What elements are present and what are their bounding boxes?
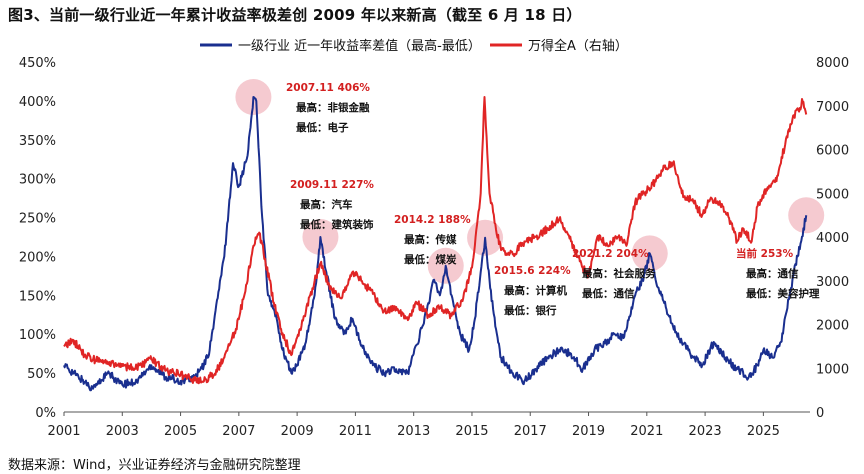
x-tick-label: 2013 — [397, 424, 430, 439]
y-left-tick-label: 50% — [27, 367, 56, 382]
y-left-tick-label: 400% — [19, 95, 56, 110]
annotation-industry: 最高：汽车 — [300, 198, 353, 211]
annotation-industry: 最低：银行 — [504, 304, 557, 317]
annotation-date-value: 2021.2 204% — [572, 248, 649, 260]
x-tick-label: 2017 — [514, 424, 547, 439]
legend-label: 万得全A（右轴） — [528, 38, 628, 54]
legend-label: 一级行业 近一年收益率差值（最高-最低） — [238, 38, 481, 54]
x-tick-label: 2021 — [630, 424, 663, 439]
x-tick-label: 2025 — [747, 424, 780, 439]
annotation-date-value: 2014.2 188% — [394, 214, 471, 226]
annotation-industry: 最高：传媒 — [404, 233, 457, 246]
x-tick-label: 2003 — [106, 424, 139, 439]
x-tick-label: 2007 — [222, 424, 255, 439]
annotation-date-value: 当前 253% — [736, 247, 794, 260]
annotation-industry: 最低：美容护理 — [746, 287, 820, 300]
annotation-industry: 最高：非银金融 — [296, 101, 370, 114]
y-right-tick-label: 8000 — [816, 56, 849, 71]
annotation-date-value: 2007.11 406% — [286, 82, 370, 94]
y-left-tick-label: 450% — [19, 56, 56, 71]
annotation-date-value: 2015.6 224% — [494, 265, 571, 277]
y-right-tick-label: 4000 — [816, 231, 849, 246]
y-right-tick-label: 5000 — [816, 187, 849, 202]
source-note: 数据来源：Wind，兴业证券经济与金融研究院整理 — [8, 458, 301, 473]
y-left-tick-label: 0% — [35, 406, 56, 421]
axes: 0% 50% 100% 150% 200% 250% 300% 350% 400% 450% 0 10… — [19, 56, 849, 439]
annotation-industry: 最低：建筑装饰 — [300, 218, 374, 231]
y-left-tick-label: 150% — [19, 289, 56, 304]
y-right-tick-label: 3000 — [816, 275, 849, 290]
annotation-industry: 最高：通信 — [746, 267, 799, 280]
annotation-industry: 最低：电子 — [296, 121, 349, 134]
y-right-tick-label: 0 — [816, 406, 824, 421]
x-tick-label: 2011 — [339, 424, 372, 439]
annotation-date-value: 2009.11 227% — [290, 179, 374, 191]
y-right-tick-label: 7000 — [816, 100, 849, 115]
x-tick-label: 2005 — [164, 424, 197, 439]
y-left-tick-label: 200% — [19, 250, 56, 265]
y-right-tick-label: 1000 — [816, 362, 849, 377]
annotation-industry: 最低：通信 — [582, 287, 635, 300]
annotation-industry: 最高：计算机 — [504, 284, 567, 297]
x-tick-label: 2023 — [689, 424, 722, 439]
chart-title: 图3、当前一级行业近一年累计收益率极差创 2009 年以来新高（截至 6 月 1… — [8, 6, 582, 24]
x-tick-label: 2009 — [281, 424, 314, 439]
x-tick-label: 2019 — [572, 424, 605, 439]
y-left-tick-label: 350% — [19, 134, 56, 149]
y-right-tick-label: 6000 — [816, 144, 849, 159]
wind-all-a-line — [63, 96, 808, 385]
annotation-industry: 最低：煤炭 — [404, 253, 457, 266]
x-tick-label: 2015 — [455, 424, 488, 439]
annotation-industry: 最高：社会服务 — [582, 267, 656, 280]
y-left-tick-label: 300% — [19, 173, 56, 188]
y-left-tick-label: 100% — [19, 328, 56, 343]
y-right-tick-label: 2000 — [816, 319, 849, 334]
x-tick-label: 2001 — [47, 424, 80, 439]
series-lines — [63, 96, 808, 392]
legend: 一级行业 近一年收益率差值（最高-最低） 万得全A（右轴） — [200, 38, 628, 54]
y-left-tick-label: 250% — [19, 212, 56, 227]
